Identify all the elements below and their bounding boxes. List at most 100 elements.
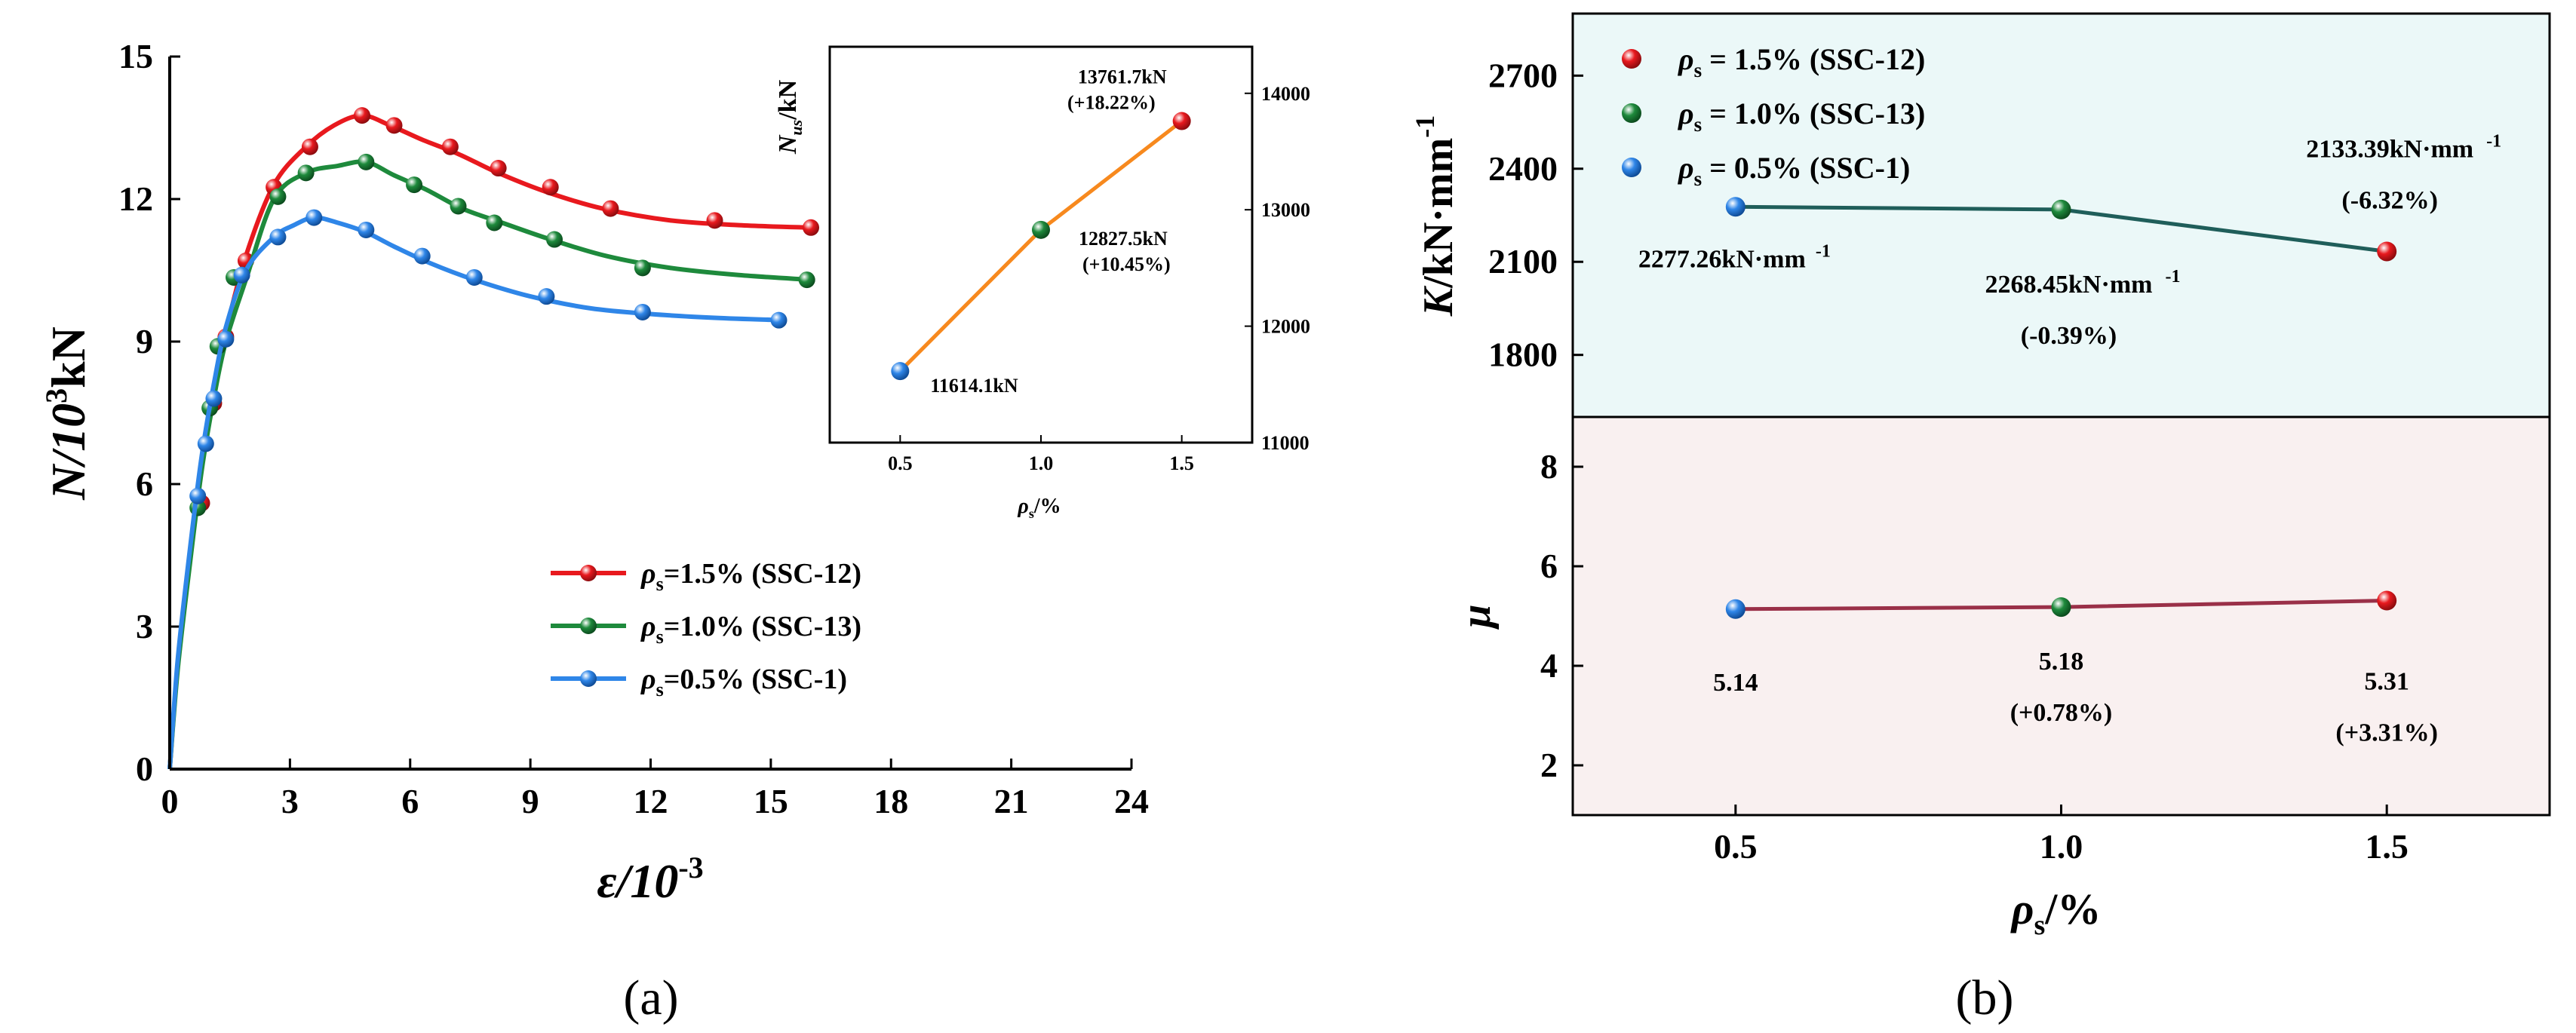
data-point xyxy=(798,271,815,289)
inset-data-point xyxy=(891,362,910,381)
x-tick-label: 3 xyxy=(281,782,299,820)
panel-b-data-point xyxy=(1725,599,1745,619)
panel-a-x-title-exp: -3 xyxy=(678,851,703,884)
inset-value-label: 13761.7kN xyxy=(1078,66,1167,88)
data-point xyxy=(803,219,819,236)
inset-x-tick-label: 1.5 xyxy=(1169,452,1194,474)
panel-a-x-title: ε/10-3 xyxy=(597,851,703,908)
panel-b-y-tick-label: 2 xyxy=(1540,746,1558,784)
x-tick-label: 21 xyxy=(994,782,1029,820)
inset-change-label: (+10.45%) xyxy=(1082,253,1171,275)
panel-b-legend: ρs = 1.5% (SSC-12) ρs = 1.0% (SSC-13) ρs =… xyxy=(1622,42,1925,190)
inset-x-tick-label: 1.0 xyxy=(1029,452,1054,474)
x-tick-label: 18 xyxy=(874,782,908,820)
panel-b-x-tick-label: 1.0 xyxy=(2040,827,2083,866)
data-point xyxy=(301,138,318,155)
panel-b-value-label: 5.18 xyxy=(2039,648,2084,676)
data-point xyxy=(490,160,507,177)
data-point xyxy=(770,311,788,329)
panel-b-y-tick-label: 2700 xyxy=(1488,56,1558,94)
inset-frame xyxy=(828,45,1254,444)
data-point xyxy=(413,247,431,265)
panel-b-top-y-title-rest: /kN·mm xyxy=(1415,138,1462,289)
panel-b-series: 2277.26kN·mm -1 2268.45kN·mm -1 (-0.39%) 2133… xyxy=(1638,131,2501,746)
data-point xyxy=(269,228,287,246)
inset-ticks: 0.5 1.0 1.5 11000 12000 13000 14000 xyxy=(888,83,1310,474)
panel-b-y-tick-label: 2400 xyxy=(1488,149,1558,188)
legend-label: ρs=0.5% (SSC-1) xyxy=(640,664,847,700)
panel-b-data-point xyxy=(1725,197,1745,217)
inset-x-tick-label: 0.5 xyxy=(888,452,913,474)
legend-label: ρs=1.5% (SSC-12) xyxy=(640,558,861,595)
inset-value-label: 12827.5kN xyxy=(1079,228,1168,250)
panel-b-caption: (b) xyxy=(1956,970,2014,1025)
panel-b-change-label: (-6.32%) xyxy=(2341,186,2437,214)
panel-b-legend-marker xyxy=(1622,158,1641,177)
panel-b-y-tick-label: 6 xyxy=(1540,547,1558,585)
y-tick-label: 15 xyxy=(118,37,153,75)
inset-y-title: Nus/kN xyxy=(774,79,806,155)
panel-b-data-point xyxy=(2377,241,2397,262)
panel-b-y-tick-label: 2100 xyxy=(1488,242,1558,280)
panel-a-x-title-main: ε/10 xyxy=(597,854,678,908)
legend-marker xyxy=(580,565,597,581)
x-tick-label: 0 xyxy=(161,782,179,820)
series-2 xyxy=(167,209,788,770)
data-point xyxy=(233,266,250,284)
panel-b-legend-marker xyxy=(1622,49,1641,69)
inset-data-point xyxy=(1032,220,1050,239)
data-point xyxy=(269,188,287,205)
data-point xyxy=(441,138,459,155)
y-tick-label: 12 xyxy=(118,179,153,218)
panel-a-caption: (a) xyxy=(623,970,678,1025)
panel-b-value-label: 2268.45kN·mm xyxy=(1985,271,2153,299)
x-tick-label: 15 xyxy=(754,782,788,820)
panel-a-legend: ρs=1.5% (SSC-12) ρs=1.0% (SSC-13) ρs=0.5% … xyxy=(551,558,861,700)
data-point xyxy=(542,179,559,196)
panel-b-value-label: 2133.39kN·mm xyxy=(2306,135,2473,163)
panel-b-legend-label: ρs = 0.5% (SSC-1) xyxy=(1678,151,1910,190)
panel-b-data-point xyxy=(2051,199,2071,219)
data-point xyxy=(385,117,403,134)
data-point xyxy=(197,435,214,452)
data-point xyxy=(189,487,207,504)
data-point xyxy=(465,268,483,286)
data-point xyxy=(634,259,651,277)
data-point xyxy=(450,198,467,215)
panel-b-x-tick-label: 0.5 xyxy=(1714,827,1758,866)
legend-marker xyxy=(580,618,597,634)
panel-b-bottom-y-title: μ xyxy=(1453,604,1500,630)
data-point xyxy=(486,214,503,231)
inset-series: 11614.1kN 12827.5kN (+10.45%) 13761.7kN (+18… xyxy=(891,66,1191,397)
data-point xyxy=(358,153,375,170)
panel-a-series xyxy=(167,107,819,770)
panel-b-legend-label: ρs = 1.0% (SSC-13) xyxy=(1678,97,1925,136)
y-tick-label: 9 xyxy=(136,322,153,360)
panel-b-legend-marker xyxy=(1622,103,1641,123)
data-point xyxy=(706,212,723,229)
data-point xyxy=(354,107,370,124)
panel-b-value-label: 2277.26kN·mm xyxy=(1638,245,1806,273)
x-tick-label: 9 xyxy=(522,782,539,820)
data-point xyxy=(602,200,619,217)
panel-b: 0.5 1.0 1.5 1800 2100 2400 2700 2 4 6 8 2277.26kN·… xyxy=(1410,12,2551,1025)
panel-b-x-title: ρs/% xyxy=(2010,884,2102,941)
data-point xyxy=(546,231,563,248)
x-tick-label: 24 xyxy=(1114,782,1149,820)
data-point xyxy=(297,164,315,182)
inset-x-title: ρs/% xyxy=(1017,495,1061,521)
panel-b-legend-label: ρs = 1.5% (SSC-12) xyxy=(1678,42,1925,81)
data-point xyxy=(305,209,323,226)
panel-b-value-label-exp: -1 xyxy=(2166,267,2181,287)
panel-b-data-point xyxy=(2377,590,2397,611)
panel-b-y-tick-label: 4 xyxy=(1540,646,1558,685)
inset-y-tick-label: 13000 xyxy=(1261,199,1310,221)
data-point xyxy=(205,390,223,407)
panel-b-change-label: (-0.39%) xyxy=(2021,322,2117,350)
panel-a-y-title-unit: kN xyxy=(41,326,95,388)
data-point xyxy=(358,221,375,238)
panel-a-y-title-exp: 3 xyxy=(39,388,73,403)
